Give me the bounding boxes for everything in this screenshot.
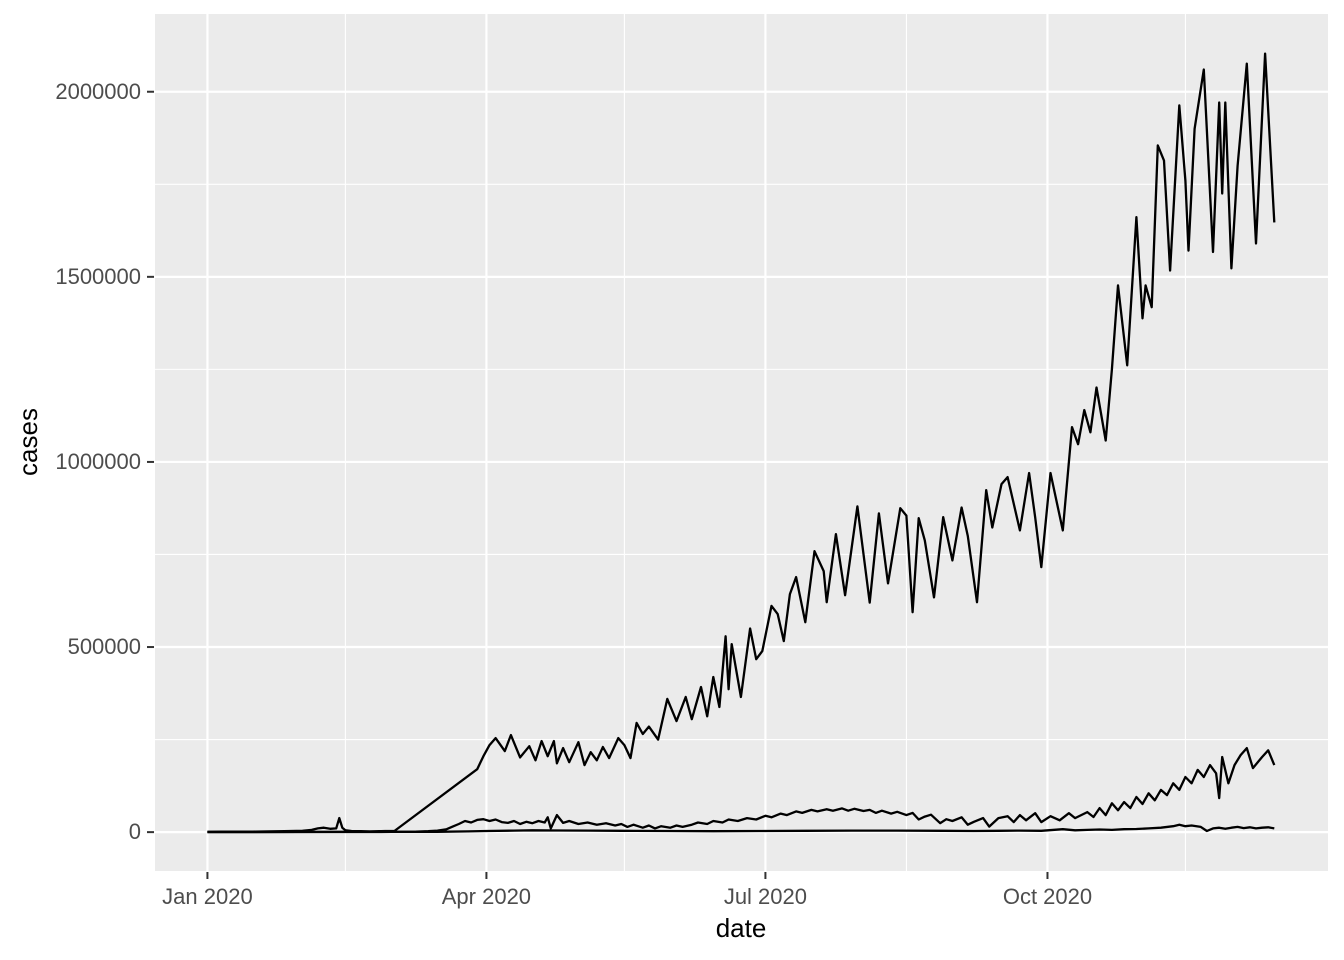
y-axis-title: cases: [13, 408, 43, 476]
axis-tick-marks: [147, 90, 1049, 879]
y-tick-label: 0: [128, 819, 141, 845]
x-tick-label: Jan 2020: [162, 884, 253, 909]
minor-gridlines: [155, 14, 1328, 871]
data-line-series-3-bottom: [207, 823, 1275, 834]
data-line-series-1-top: [207, 52, 1276, 833]
x-tick-label: Jul 2020: [723, 884, 807, 909]
y-tick-label: 1500000: [55, 263, 141, 289]
data-line-series-2-middle: [207, 746, 1276, 834]
x-tick-label: Apr 2020: [441, 884, 532, 909]
x-axis-title: date: [715, 913, 767, 943]
panel-background: [155, 14, 1328, 871]
y-tick-label: 500000: [67, 634, 141, 660]
y-tick-label: 2000000: [55, 78, 141, 104]
x-tick-label: Oct 2020: [1002, 884, 1093, 909]
y-tick-label: 1000000: [55, 448, 141, 474]
